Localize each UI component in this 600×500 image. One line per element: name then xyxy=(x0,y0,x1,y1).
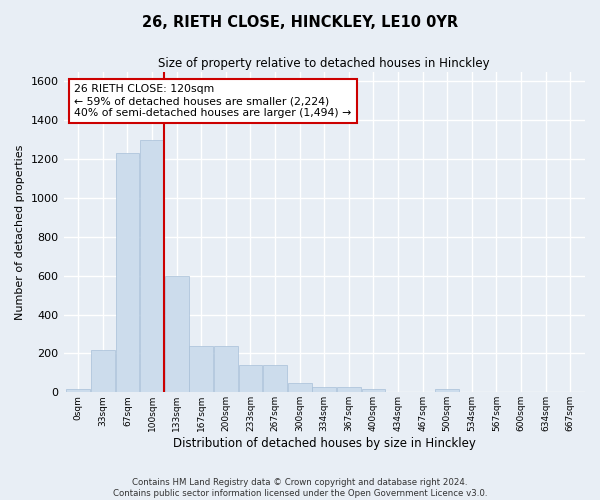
Bar xyxy=(436,390,459,392)
Bar xyxy=(239,365,262,392)
Bar xyxy=(337,388,361,392)
Bar xyxy=(313,388,336,392)
Text: 26, RIETH CLOSE, HINCKLEY, LE10 0YR: 26, RIETH CLOSE, HINCKLEY, LE10 0YR xyxy=(142,15,458,30)
Bar xyxy=(362,390,385,392)
Text: Contains HM Land Registry data © Crown copyright and database right 2024.
Contai: Contains HM Land Registry data © Crown c… xyxy=(113,478,487,498)
Text: 26 RIETH CLOSE: 120sqm
← 59% of detached houses are smaller (2,224)
40% of semi-: 26 RIETH CLOSE: 120sqm ← 59% of detached… xyxy=(74,84,351,117)
Bar xyxy=(67,390,90,392)
Bar xyxy=(165,276,188,392)
Bar xyxy=(288,382,311,392)
Title: Size of property relative to detached houses in Hinckley: Size of property relative to detached ho… xyxy=(158,58,490,70)
Bar xyxy=(140,140,164,392)
Bar xyxy=(263,365,287,392)
Bar xyxy=(91,350,115,393)
Y-axis label: Number of detached properties: Number of detached properties xyxy=(15,144,25,320)
X-axis label: Distribution of detached houses by size in Hinckley: Distribution of detached houses by size … xyxy=(173,437,476,450)
Bar xyxy=(116,154,139,392)
Bar xyxy=(214,346,238,393)
Bar xyxy=(190,346,213,393)
